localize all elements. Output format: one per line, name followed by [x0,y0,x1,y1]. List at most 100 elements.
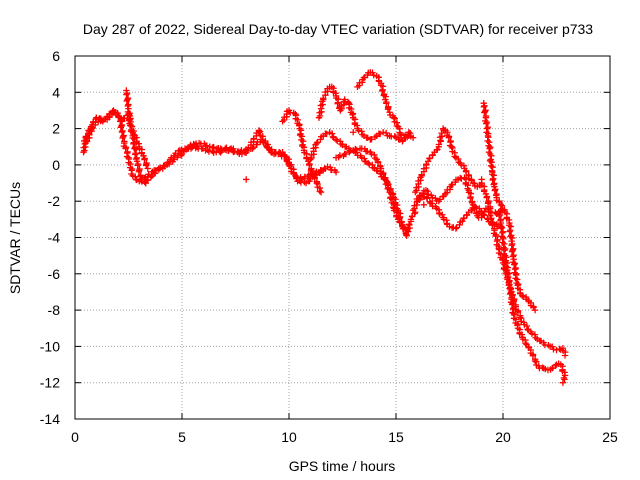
data-point [391,132,398,140]
data-point [353,146,360,154]
x-tick-label: 20 [495,429,511,445]
data-point [141,156,148,163]
data-point [516,314,524,321]
data-point [364,159,372,167]
data-point [452,225,460,232]
x-tick-label: 10 [281,429,297,445]
data-point [481,212,488,219]
data-point [448,143,455,150]
data-point [403,227,410,234]
stray-point [478,176,485,183]
stray-point [350,129,357,136]
data-point [358,128,365,135]
data-point [122,145,129,152]
data-point [393,122,401,130]
data-point [561,352,569,359]
data-point [559,379,567,386]
data-point [320,167,327,174]
data-point [510,298,517,305]
data-point [370,72,377,79]
data-point [528,330,536,337]
y-tick-label: -2 [48,193,61,209]
data-point [131,151,139,158]
data-point [317,188,325,196]
data-point [134,162,141,169]
data-point [484,200,492,207]
data-point [210,143,217,151]
data-point [379,87,386,95]
data-point [306,161,313,169]
data-point [497,201,505,209]
data-point [127,121,134,129]
data-point [405,132,413,140]
data-point [313,179,321,187]
data-point [451,153,458,160]
data-point [397,130,404,138]
data-point [152,167,159,174]
data-points [80,69,569,386]
data-point [355,127,362,134]
data-point [135,168,143,175]
data-point [481,109,488,116]
x-tick-label: 5 [178,429,186,445]
data-point [524,325,531,333]
x-axis-ticks: 0 5 10 15 20 25 [71,56,618,445]
stray-point [142,179,149,187]
series-track-h [332,145,410,234]
data-point [531,357,539,365]
data-point [486,205,494,212]
series-track-l [480,99,539,314]
data-point [498,225,505,232]
chart-title: Day 287 of 2022, Sidereal Day-to-day VTE… [83,21,593,37]
y-tick-label: -6 [48,266,61,282]
x-tick-label: 25 [602,429,618,445]
data-point [390,114,398,121]
data-point [508,242,515,249]
series-track-e [315,83,417,145]
data-point [379,129,387,136]
data-point [531,306,539,314]
data-point [483,194,490,201]
series-track-g [354,69,413,141]
data-point [144,165,151,172]
data-point [114,109,121,117]
data-point [471,203,479,210]
data-point [550,346,557,353]
data-point [283,158,291,165]
data-point [379,170,387,178]
data-point [231,148,238,155]
data-point [316,188,323,195]
data-point [342,150,350,158]
data-point [424,188,431,195]
y-tick-label: 0 [52,157,60,173]
data-point [281,152,288,160]
x-tick-label: 15 [388,429,404,445]
data-point [489,176,496,184]
data-point [329,133,337,140]
data-point [383,100,390,107]
data-point [402,225,409,233]
data-point [334,100,341,107]
data-point [130,131,137,138]
data-point [487,216,495,223]
data-point [429,194,436,201]
data-point [332,136,340,143]
data-point [290,170,298,178]
data-point [117,124,125,131]
data-point [255,127,263,134]
data-point [510,261,518,268]
series-track-k [414,190,505,232]
data-point [203,142,210,149]
y-tick-label: -12 [40,375,60,391]
y-axis-ticks: -14 -12 -10 -8 -6 -4 -2 0 2 4 6 [40,48,610,427]
data-point [123,97,130,105]
data-point [531,331,539,338]
data-point [529,352,537,359]
data-point [556,345,563,353]
data-point [371,151,378,159]
data-point [522,340,529,347]
data-point [332,168,340,176]
data-point [505,282,513,289]
data-point [313,139,321,147]
data-point [491,187,499,194]
